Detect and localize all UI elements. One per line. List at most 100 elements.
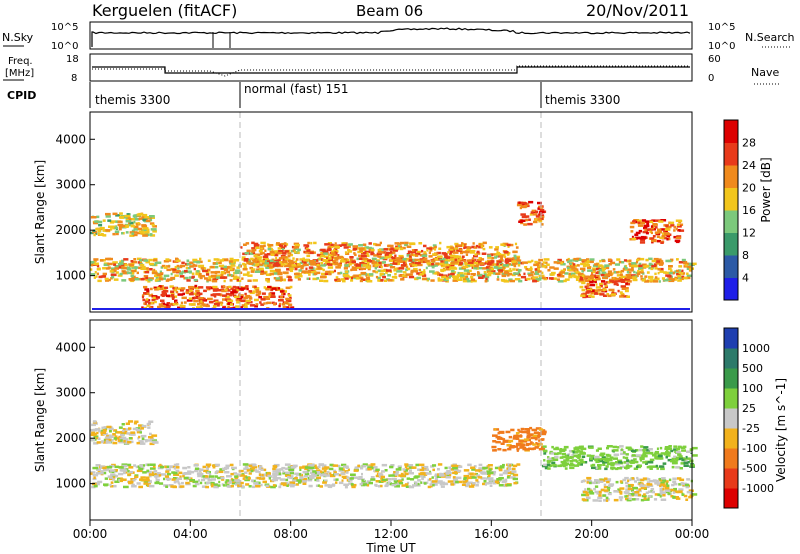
echo-cell	[574, 464, 580, 467]
echo-cell	[662, 494, 666, 497]
echo-cell	[586, 481, 589, 484]
echo-cell	[623, 259, 628, 262]
echo-cell	[496, 278, 500, 281]
echo-cell	[604, 264, 610, 267]
echo-cell	[269, 265, 275, 269]
echo-cell	[449, 248, 454, 251]
echo-cell	[590, 454, 595, 458]
echo-cell	[650, 227, 655, 230]
echo-cell	[178, 471, 183, 475]
echo-cell	[210, 481, 215, 485]
echo-cell	[477, 274, 483, 278]
echo-cell	[548, 277, 554, 280]
echo-cell	[673, 455, 677, 459]
echo-cell	[172, 477, 177, 480]
echo-cell	[630, 493, 635, 496]
echo-cell	[573, 447, 580, 451]
echo-cell	[629, 225, 635, 229]
echo-cell	[185, 481, 190, 485]
echo-cell	[109, 435, 114, 438]
echo-cell	[324, 255, 329, 258]
echo-cell	[496, 262, 499, 266]
echo-cell	[440, 485, 445, 488]
echo-cell	[236, 278, 239, 282]
echo-cell	[137, 465, 141, 468]
echo-cell	[109, 469, 116, 472]
echo-cell	[651, 259, 657, 263]
echo-cell	[327, 258, 333, 261]
echo-cell	[361, 251, 367, 255]
echo-cell	[269, 259, 274, 263]
echo-cell	[278, 299, 284, 302]
echo-cell	[520, 275, 527, 279]
echo-cell	[164, 465, 167, 469]
echo-cell	[110, 481, 114, 484]
echo-cell	[405, 472, 409, 476]
echo-cell	[274, 302, 277, 305]
colorbar-tick-label: 100	[742, 382, 763, 395]
echo-cell	[243, 305, 248, 309]
echo-cell	[92, 466, 99, 470]
echo-cell	[664, 446, 670, 449]
echo-cell	[288, 294, 292, 297]
echo-cell	[516, 447, 520, 451]
echo-cell	[122, 464, 128, 468]
echo-cell	[476, 263, 480, 266]
echo-cell	[112, 226, 115, 230]
echo-cell	[553, 267, 559, 270]
echo-cell	[394, 257, 400, 260]
echo-cell	[444, 255, 450, 258]
echo-cell	[368, 248, 371, 251]
echo-cell	[656, 467, 659, 470]
echo-cell	[90, 438, 96, 442]
echo-cell	[366, 276, 370, 280]
echo-cell	[636, 489, 642, 493]
echo-cell	[286, 243, 289, 246]
echo-cell	[375, 474, 379, 478]
echo-cell	[194, 482, 200, 486]
echo-cell	[262, 255, 269, 259]
echo-cell	[424, 259, 430, 263]
echo-cell	[480, 477, 486, 480]
echo-cell	[166, 302, 170, 305]
echo-cell	[114, 480, 120, 483]
colorbar-tick-label: -1000	[742, 482, 774, 495]
echo-cell	[329, 485, 333, 489]
echo-cell	[104, 427, 108, 431]
echo-cell	[394, 272, 397, 276]
echo-cell	[110, 273, 117, 276]
echo-cell	[406, 481, 410, 485]
echo-cell	[499, 466, 505, 469]
echo-cell	[373, 469, 376, 473]
echo-cell	[448, 275, 451, 278]
echo-cell	[289, 483, 293, 487]
echo-cell	[586, 282, 591, 286]
echo-cell	[677, 279, 682, 282]
echo-cell	[260, 483, 263, 487]
echo-cell	[333, 261, 339, 264]
echo-cell	[263, 302, 266, 305]
echo-cell	[650, 231, 653, 235]
echo-cell	[289, 484, 295, 488]
echo-cell	[199, 257, 202, 261]
echo-cell	[624, 466, 630, 469]
echo-cell	[228, 273, 231, 277]
echo-cell	[147, 480, 152, 484]
echo-cell	[517, 270, 521, 274]
echo-cell	[410, 478, 415, 481]
echo-cell	[213, 258, 219, 261]
echo-cell	[581, 493, 586, 497]
echo-cell	[122, 271, 129, 275]
echo-cell	[624, 476, 629, 480]
echo-cell	[195, 272, 199, 276]
echo-cell	[128, 427, 132, 430]
echo-cell	[310, 241, 313, 245]
echo-cell	[359, 279, 363, 283]
echo-cell	[595, 283, 598, 286]
echo-cell	[571, 267, 577, 270]
echo-cell	[581, 479, 586, 483]
echo-cell	[454, 468, 459, 472]
echo-cell	[470, 273, 476, 276]
echo-cell	[337, 464, 341, 468]
echo-cell	[250, 270, 255, 273]
